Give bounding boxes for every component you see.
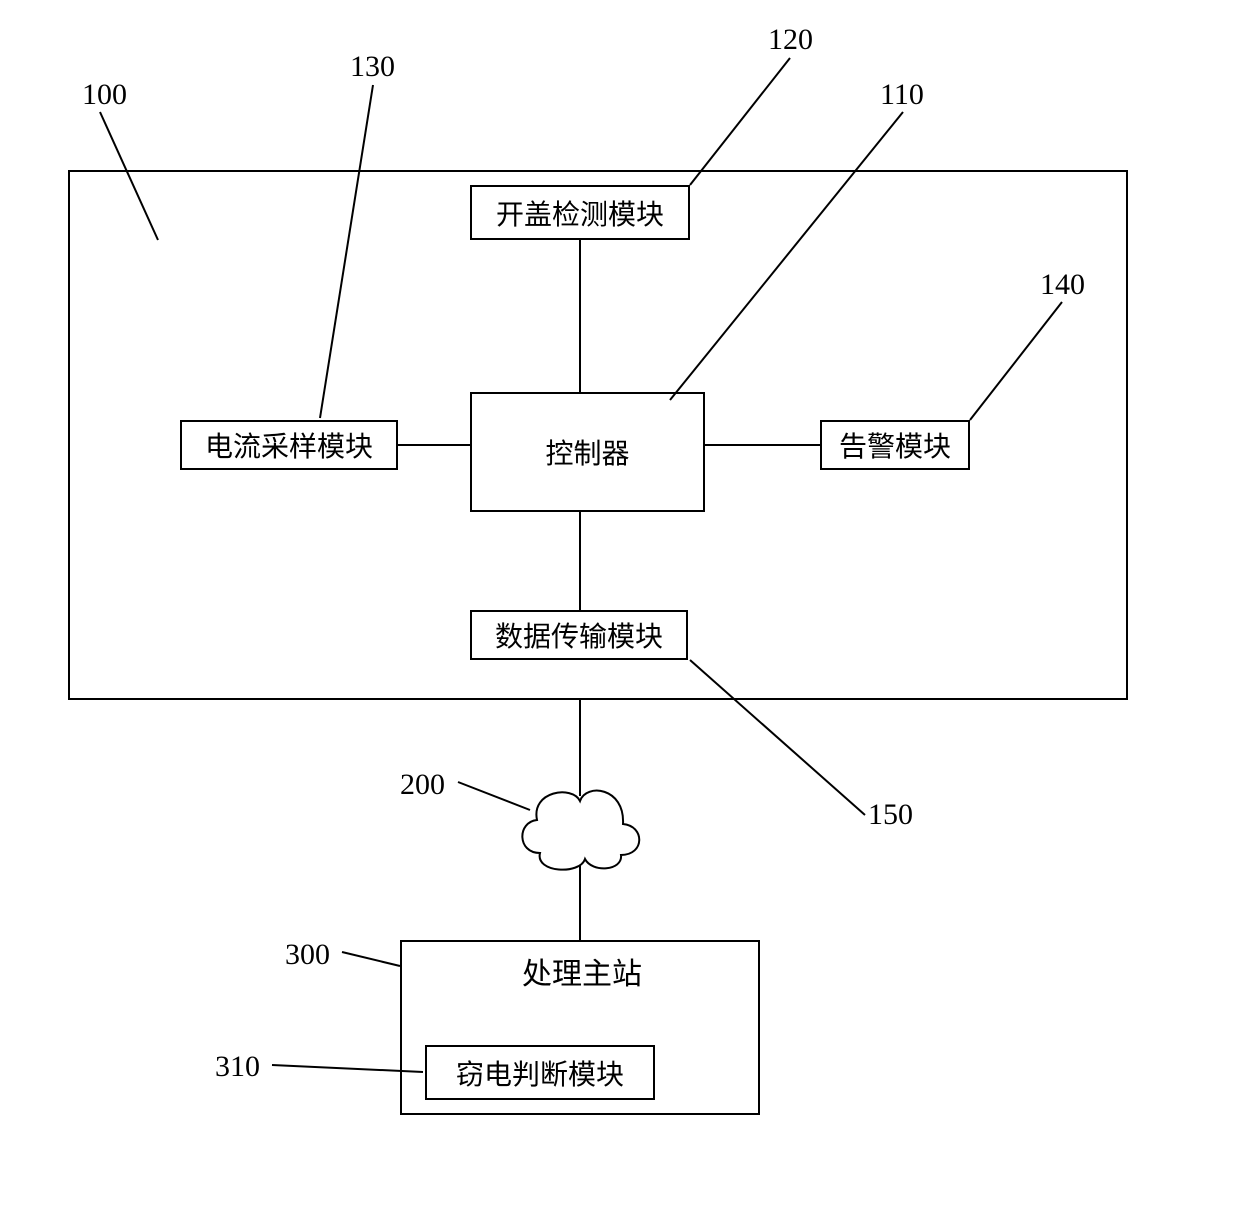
theft-judgment-label: 窃电判断模块	[456, 1053, 624, 1093]
callout-100: 100	[82, 80, 127, 110]
alarm-label: 告警模块	[839, 425, 951, 465]
controller-label: 控制器	[545, 432, 629, 472]
lid-detect-module: 开盖检测模块	[470, 185, 690, 240]
current-sampling-label: 电流采样模块	[205, 425, 373, 465]
current-sampling-module: 电流采样模块	[180, 420, 398, 470]
theft-judgment-module: 窃电判断模块	[425, 1045, 655, 1100]
callout-200: 200	[400, 770, 445, 800]
callout-150: 150	[868, 800, 913, 830]
data-transmission-label: 数据传输模块	[495, 615, 663, 655]
callout-130: 130	[350, 52, 395, 82]
callout-300: 300	[285, 940, 330, 970]
cloud-label: 云端	[550, 816, 606, 844]
callout-110: 110	[880, 80, 924, 110]
processing-station-title: 处理主站	[402, 960, 762, 990]
lid-detect-label: 开盖检测模块	[496, 193, 664, 233]
alarm-module: 告警模块	[820, 420, 970, 470]
data-transmission-module: 数据传输模块	[470, 610, 688, 660]
callout-310: 310	[215, 1052, 260, 1082]
callout-140: 140	[1040, 270, 1085, 300]
controller-module: 控制器	[470, 392, 705, 512]
callout-120: 120	[768, 25, 813, 55]
